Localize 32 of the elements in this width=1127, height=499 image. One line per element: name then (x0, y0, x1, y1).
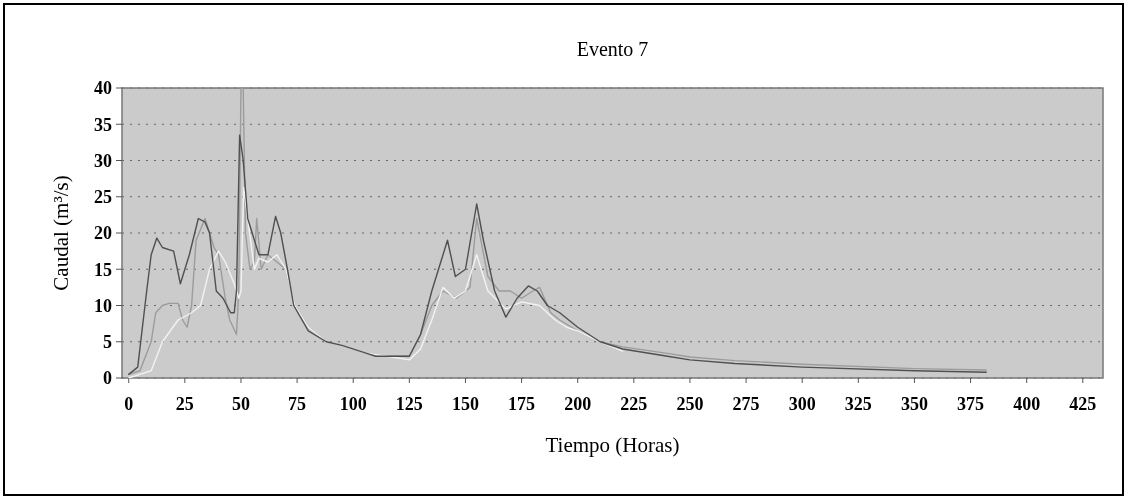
y-axis-title: Caudal (m³/s) (49, 175, 73, 291)
y-tick-label: 40 (94, 78, 112, 99)
x-axis-title: Tiempo (Horas) (545, 433, 680, 457)
x-tick-label: 375 (957, 394, 985, 414)
x-tick-label: 425 (1069, 394, 1097, 414)
x-tick-label: 350 (900, 394, 928, 414)
y-tick-label: 20 (94, 223, 112, 244)
x-tick-label: 200 (564, 394, 592, 414)
x-tick-label: 150 (451, 394, 479, 414)
y-tick-label: 10 (94, 295, 112, 316)
y-tick-label: 0 (103, 368, 112, 389)
y-tick-label: 25 (94, 187, 112, 208)
x-tick-label: 300 (788, 394, 816, 414)
y-tick-label: 5 (103, 332, 112, 353)
x-tick-label: 275 (732, 394, 760, 414)
x-tick-label: 50 (231, 394, 250, 414)
x-tick-label: 100 (339, 394, 367, 414)
line-series (128, 186, 624, 379)
x-tick-label: 75 (288, 394, 307, 414)
x-tick-label: 175 (508, 394, 536, 414)
y-tick-label: 15 (94, 259, 112, 280)
x-tick-label: 325 (844, 394, 872, 414)
line-series (128, 134, 987, 376)
y-tick-label: 35 (94, 114, 112, 135)
x-tick-label: 0 (124, 394, 134, 414)
x-tick-label: 400 (1013, 394, 1041, 414)
y-tick-label: 30 (94, 150, 112, 171)
x-tick-label: 250 (676, 394, 704, 414)
x-tick-label: 225 (620, 394, 648, 414)
chart-title: Evento 7 (576, 38, 649, 60)
x-tick-label: 125 (395, 394, 423, 414)
x-tick-label: 25 (175, 394, 194, 414)
